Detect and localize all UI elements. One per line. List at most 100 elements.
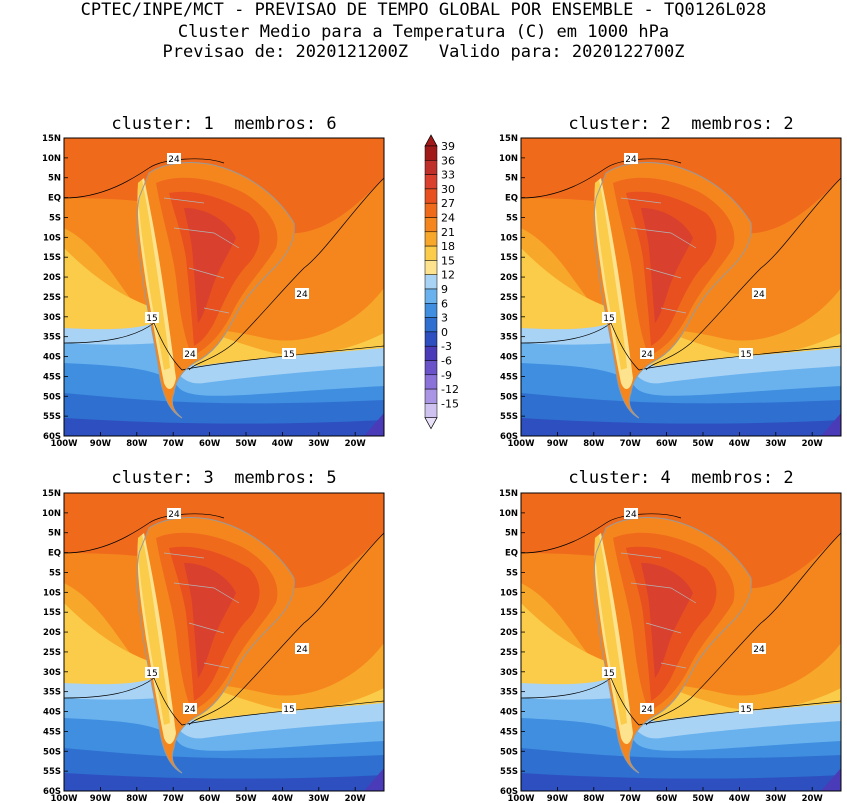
lon-label: 80W [583,794,605,803]
map-panel-1: 24 24 24 15 15 15N 10N 5N EQ 5S 10S 15S 20S 25S 30S 35S… [42,134,385,449]
colorbar-label: 27 [441,197,455,210]
lat-label: 40S [500,353,518,363]
colorbar-segment [424,217,438,233]
lat-label: 20S [43,273,61,283]
colorbar-segment [424,202,438,218]
lat-label: 50S [43,392,61,402]
lat-label: 60S [43,432,61,442]
coastline [593,517,752,774]
lon-label: 30W [765,794,787,803]
contour-label-box [752,288,766,299]
lat-label: 35S [500,333,518,343]
map-frame [520,137,842,437]
lat-label: 10N [42,154,61,164]
field-band [595,535,627,725]
colorbar-segment [424,174,438,190]
lon-label: 50W [235,439,257,449]
colorbar-segment [424,274,438,290]
map-frame [520,492,842,792]
colorbar-segment [424,360,438,376]
lat-label: EQ [48,549,61,559]
colorbar-segment [424,260,438,275]
lat-label: 20S [500,273,518,283]
contour-label: 15 [146,669,157,679]
contour-label: 15 [603,314,614,324]
lon-label: 90W [90,794,112,803]
lat-label: 45S [500,372,518,382]
temperature-field [64,493,384,791]
field-band [641,563,693,678]
contour-label-box [183,348,197,359]
lat-label: 5N [505,529,518,539]
map-panel-3: 24 24 24 15 15 15N 10N 5N EQ 5S 10S 15S 20S 25S 30S 35S… [42,489,385,803]
colorbar-label: 9 [441,283,448,296]
colorbar-segment [424,403,438,418]
contour-label: 24 [753,290,765,300]
lat-label: 15S [500,608,518,618]
lon-label: 100W [507,794,535,803]
lat-label: 15S [43,608,61,618]
lat-label: 40S [43,708,61,718]
lat-label: 45S [500,727,518,737]
lat-label: 30S [500,313,518,323]
colorbar-segment [424,345,438,361]
lon-label: 90W [547,794,569,803]
colorbar-segment [424,160,438,175]
lat-label: 35S [43,688,61,698]
field-band [821,768,841,791]
field-band [364,768,384,791]
lat-label: 35S [500,688,518,698]
lon-label: 40W [272,794,294,803]
lat-label: 50S [500,392,518,402]
contour-24 [520,513,682,554]
contour-label-box [282,703,296,714]
lon-label: 30W [308,439,330,449]
colorbar-segment [424,288,438,304]
field-band [138,180,170,370]
lat-label: 15N [499,489,518,499]
contour-label-box [640,703,654,714]
lon-label: 20W [345,794,367,803]
contour-label: 15 [603,669,614,679]
contour-label: 24 [168,155,180,165]
colorbar-label: 6 [441,297,448,310]
colorbar-bottom-arrow [424,417,438,430]
colorbar-label: -9 [441,369,452,382]
lat-label: 10S [43,233,61,243]
field-band [595,180,627,370]
colorbar-label: -6 [441,355,452,368]
field-band [641,208,693,323]
field-band [521,773,841,791]
map-panel-4: 24 24 24 15 15 15N 10N 5N EQ 5S 10S 15S 20S 25S 30S 35S… [499,489,842,803]
contour-label: 15 [283,705,294,715]
panel-title-2: cluster: 2 membros: 2 [568,114,794,134]
country-borders [620,552,697,669]
lon-label: 50W [692,794,714,803]
lat-label: 10S [500,233,518,243]
map-panel-2: 24 24 24 15 15 15N 10N 5N EQ 5S 10S 15S 20S 25S 30S 35S… [499,134,842,449]
coastline [136,517,295,774]
map-frame [63,492,385,792]
lon-label: 40W [729,439,751,449]
contour-label: 24 [641,350,653,360]
lon-label: 90W [90,439,112,449]
lat-label: 20S [500,628,518,638]
lon-label: 60W [656,439,678,449]
colorbar-label: 24 [441,212,455,225]
contour-label-box [167,508,181,519]
lon-label: 30W [765,439,787,449]
coastline [593,162,752,419]
lon-label: 60W [656,794,678,803]
lat-label: 10S [500,588,518,598]
lat-label: 30S [43,668,61,678]
coastline [136,162,295,419]
colorbar-label: 0 [441,326,448,339]
map-frame [63,137,385,437]
colorbar-label: 18 [441,240,455,253]
colorbar-segment [424,145,438,161]
lat-label: 35S [43,333,61,343]
field-band [184,563,236,678]
field-band [184,208,236,323]
